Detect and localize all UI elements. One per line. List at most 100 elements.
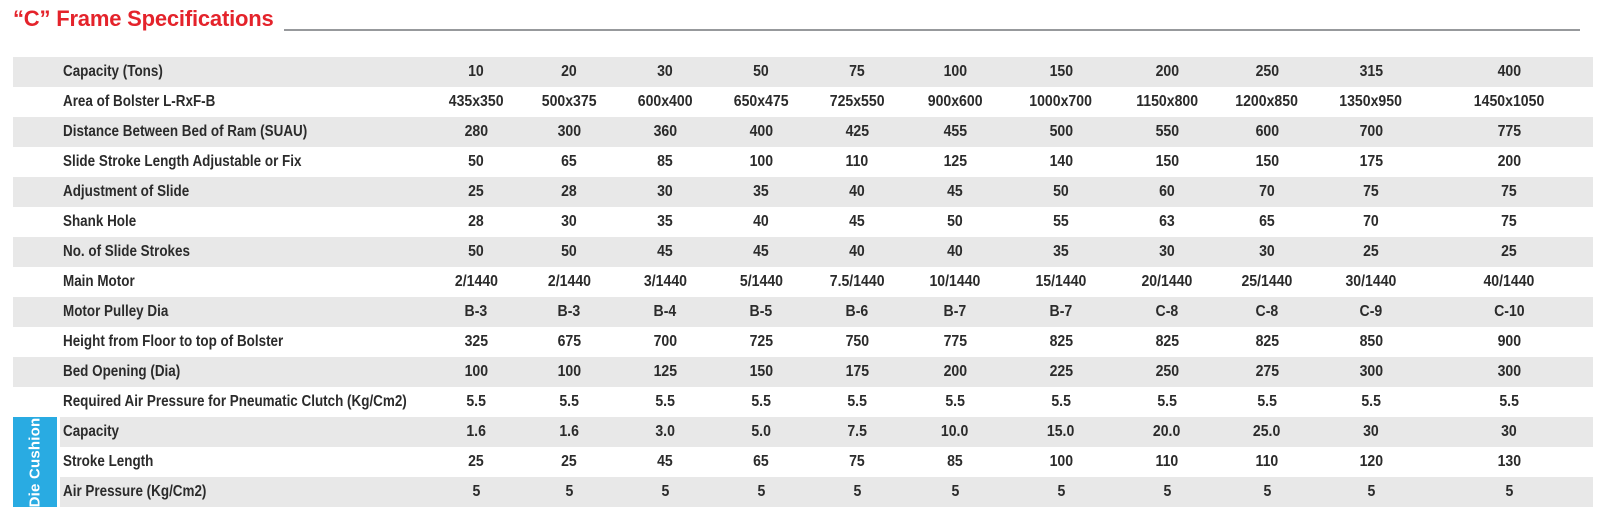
cell-value: 5	[565, 483, 573, 500]
cell-value: 825	[1049, 333, 1073, 350]
spec-table-body: Capacity (Tons) 10 20 30 50 75 100 150 200 250 315…	[13, 57, 1593, 507]
table-row-die-cushion: Capacity 1.6 1.6 3.0 5.0 7.5 10.0 15.0 20.0 25.0 3…	[13, 417, 1593, 447]
cell-value: 15.0	[1047, 423, 1075, 440]
cell-value: 125	[943, 153, 967, 170]
cell-value: 40	[849, 243, 865, 260]
cell-value: 150	[1255, 153, 1279, 170]
cell-value: 325	[464, 333, 488, 350]
cell-value: 1450x1050	[1473, 93, 1545, 110]
cell-value: 30/1440	[1345, 273, 1397, 290]
cell-value: 5	[1367, 483, 1375, 500]
cell-value: 100	[1049, 453, 1073, 470]
cell-value: 75	[849, 63, 865, 80]
table-row: Area of Bolster L-RxF-B 435x350 500x375 600…	[13, 87, 1593, 117]
cell-value: 225	[1049, 363, 1073, 380]
cell-value: 55	[1053, 213, 1069, 230]
row-label: Main Motor	[63, 273, 135, 290]
cell-value: 50	[1053, 183, 1069, 200]
table-row: No. of Slide Strokes 50 50 45 45 40 40 35 30 30 25…	[13, 237, 1593, 267]
table-row: Required Air Pressure for Pneumatic Clut…	[13, 387, 1593, 417]
cell-value: 280	[464, 123, 488, 140]
cell-value: 5.0	[751, 423, 771, 440]
row-label: Motor Pulley Dia	[63, 303, 169, 320]
cell-value: 825	[1255, 333, 1279, 350]
cell-value: 1200x850	[1235, 93, 1299, 110]
cell-value: 5.5	[559, 393, 579, 410]
cell-value: 700	[1359, 123, 1383, 140]
cell-value: 300	[557, 123, 581, 140]
cell-value: 45	[657, 243, 673, 260]
table-row: Bed Opening (Dia) 100 100 125 150 175 200 225 25…	[13, 357, 1593, 387]
table-row-die-cushion: Air Pressure (Kg/Cm2) 5 5 5 5 5 5 5 5 5 5 5	[13, 477, 1593, 507]
cell-value: 5.5	[1157, 393, 1177, 410]
cell-value: 130	[1497, 453, 1521, 470]
cell-value: 1.6	[466, 423, 486, 440]
cell-value: 5.5	[945, 393, 965, 410]
row-label: Shank Hole	[63, 213, 137, 230]
cell-value: 1000x700	[1029, 93, 1093, 110]
spec-table-wrap: Capacity (Tons) 10 20 30 50 75 100 150 200 250 315…	[13, 57, 1593, 507]
table-row: Height from Floor to top of Bolster 325 67…	[13, 327, 1593, 357]
table-row: Shank Hole 28 30 35 40 45 50 55 63 65 70 75	[13, 207, 1593, 237]
cell-value: 500x375	[541, 93, 597, 110]
cell-value: 50	[753, 63, 769, 80]
cell-value: B-6	[845, 303, 869, 320]
cell-value: 28	[561, 183, 577, 200]
cell-value: 70	[1259, 183, 1275, 200]
row-label: Required Air Pressure for Pneumatic Clut…	[63, 393, 407, 410]
table-row-die-cushion: Stroke Length 25 25 45 65 75 85 100 110 110 120 130	[13, 447, 1593, 477]
cell-value: 1.6	[559, 423, 579, 440]
cell-value: 30	[1501, 423, 1517, 440]
cell-value: 5.5	[847, 393, 867, 410]
cell-value: 500	[1049, 123, 1073, 140]
cell-value: 300	[1497, 363, 1521, 380]
cell-value: 5/1440	[739, 273, 783, 290]
cell-value: 150	[1049, 63, 1073, 80]
table-row: Adjustment of Slide 25 28 30 35 40 45 50 60 70 75 7…	[13, 177, 1593, 207]
cell-value: 75	[1501, 213, 1517, 230]
cell-value: 550	[1155, 123, 1179, 140]
cell-value: 7.5	[847, 423, 867, 440]
cell-value: 40	[947, 243, 963, 260]
cell-value: C-9	[1359, 303, 1383, 320]
cell-value: 5	[951, 483, 959, 500]
row-label: Distance Between Bed of Ram (SUAU)	[63, 123, 308, 140]
cell-value: 75	[849, 453, 865, 470]
cell-value: B-4	[653, 303, 677, 320]
cell-value: 250	[1155, 363, 1179, 380]
cell-value: 725	[749, 333, 773, 350]
cell-value: 140	[1049, 153, 1073, 170]
cell-value: 125	[653, 363, 677, 380]
cell-value: 200	[1155, 63, 1179, 80]
row-label: Air Pressure (Kg/Cm2)	[63, 483, 207, 500]
cell-value: 50	[561, 243, 577, 260]
cell-value: 775	[943, 333, 967, 350]
cell-value: 400	[749, 123, 773, 140]
cell-value: 85	[657, 153, 673, 170]
cell-value: 360	[653, 123, 677, 140]
cell-value: 2/1440	[454, 273, 498, 290]
cell-value: 100	[557, 363, 581, 380]
cell-value: 100	[749, 153, 773, 170]
cell-value: 5.5	[1361, 393, 1381, 410]
cell-value: 45	[657, 453, 673, 470]
die-cushion-label-text: Die Cushion	[26, 417, 44, 507]
cell-value: 5	[1505, 483, 1513, 500]
cell-value: 3/1440	[643, 273, 687, 290]
row-label: Adjustment of Slide	[63, 183, 190, 200]
cell-value: 70	[1363, 213, 1379, 230]
cell-value: 5.5	[655, 393, 675, 410]
cell-value: B-7	[1049, 303, 1073, 320]
cell-value: 45	[753, 243, 769, 260]
cell-value: 60	[1159, 183, 1175, 200]
cell-value: 425	[845, 123, 869, 140]
row-label: Slide Stroke Length Adjustable or Fix	[63, 153, 302, 170]
cell-value: 35	[657, 213, 673, 230]
cell-value: 50	[468, 153, 484, 170]
cell-value: 175	[1359, 153, 1383, 170]
cell-value: 65	[1259, 213, 1275, 230]
cell-value: 45	[947, 183, 963, 200]
cell-value: 600x400	[637, 93, 693, 110]
cell-value: C-8	[1155, 303, 1179, 320]
